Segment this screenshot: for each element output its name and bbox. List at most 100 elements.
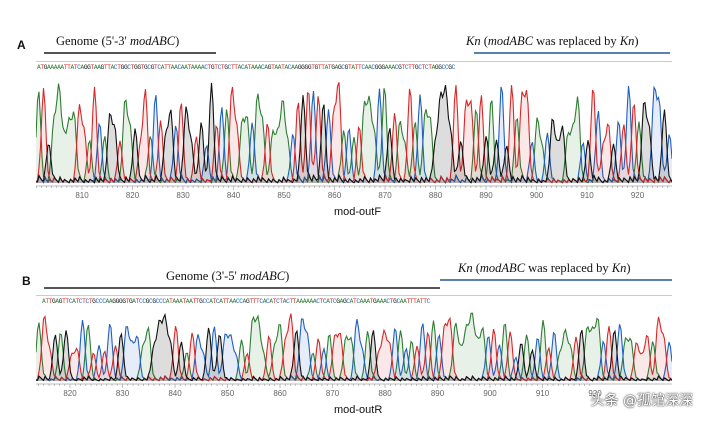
base-letter: T: [212, 298, 217, 305]
base-letter: G: [199, 298, 203, 305]
base-letter: T: [40, 64, 44, 71]
base-letter: T: [75, 298, 79, 305]
base-letter: A: [302, 298, 307, 305]
base-letter: T: [48, 298, 53, 305]
base-letter: A: [291, 64, 295, 71]
base-letter: A: [72, 298, 76, 305]
base-letter: C: [235, 298, 240, 305]
kn-header-gene: modABC: [487, 34, 534, 48]
base-letter: T: [369, 298, 374, 305]
base-letter: C: [127, 64, 131, 71]
axis-tick-label: 820: [126, 191, 140, 200]
axis-tick-label: 900: [483, 389, 497, 398]
base-letter: T: [220, 64, 225, 71]
base-letter: C: [444, 64, 449, 71]
base-letter: T: [401, 64, 405, 71]
base-letter: A: [299, 298, 303, 305]
axis-tick-label: 870: [378, 191, 392, 200]
base-letter: T: [103, 64, 108, 71]
base-letter: C: [204, 64, 208, 71]
base-letter: C: [98, 298, 103, 305]
base-letter: C: [78, 298, 83, 305]
base-letter: C: [424, 64, 429, 71]
base-letter: A: [108, 298, 113, 305]
genome-header: Genome (3'-5' modABC): [166, 269, 289, 284]
base-letter: T: [317, 64, 322, 71]
base-letter: C: [205, 298, 210, 305]
genome-header-text: Genome (5'-3': [56, 34, 130, 48]
base-letter: T: [135, 298, 140, 305]
base-letter: G: [393, 298, 397, 305]
base-letter: A: [282, 298, 287, 305]
base-letter: T: [125, 298, 130, 305]
base-letter: A: [324, 64, 329, 71]
base-letter: A: [209, 298, 213, 305]
base-letter: G: [122, 298, 126, 305]
base-letter: G: [83, 64, 88, 71]
base-letter: C: [95, 298, 100, 305]
base-letter: G: [224, 64, 228, 71]
watermark: 头条 @孤馆深深: [590, 393, 693, 409]
base-letter: A: [403, 298, 407, 305]
base-letter: A: [274, 64, 278, 71]
base-letter: A: [431, 64, 436, 71]
base-letter: G: [245, 298, 250, 305]
base-letter: A: [194, 64, 198, 71]
base-letter: G: [304, 64, 309, 71]
base-letter: T: [225, 298, 230, 305]
base-letter: A: [219, 298, 223, 305]
axis-tick-label: 850: [221, 389, 235, 398]
axis-tick-label: 880: [429, 191, 443, 200]
base-letter: A: [93, 64, 98, 71]
base-letter: G: [336, 298, 340, 305]
base-letter: C: [159, 298, 163, 305]
base-letter: G: [43, 64, 48, 71]
base-letter: T: [409, 298, 414, 305]
base-letter: A: [110, 64, 115, 71]
panel-b: B Genome (3'-5' modABC) Kn (modABC was r…: [0, 252, 705, 422]
base-letter: G: [297, 64, 302, 71]
axis-tick-label: 830: [176, 191, 190, 200]
base-letter: A: [185, 298, 190, 305]
base-letter: T: [319, 298, 324, 305]
base-letter: A: [296, 298, 300, 305]
base-letter: G: [414, 64, 419, 71]
base-letter: A: [132, 298, 136, 305]
base-letter: T: [45, 298, 49, 305]
genome-header-text: Genome (3'-5': [166, 269, 240, 283]
base-letter: G: [145, 298, 150, 305]
base-letter: T: [65, 298, 69, 305]
axis-tick-label: 920: [631, 191, 645, 200]
base-letter: T: [249, 298, 253, 305]
trace-fill-G: [36, 314, 672, 381]
base-letter: G: [112, 298, 116, 305]
kn-header-line: [474, 52, 670, 54]
trace-frame: [36, 61, 672, 62]
base-letter: A: [364, 64, 369, 71]
base-letter: T: [73, 64, 78, 71]
axis-tick-label: 840: [168, 389, 182, 398]
trace-line-T: [36, 82, 672, 184]
base-letter: G: [373, 298, 377, 305]
base-letter: T: [192, 298, 196, 305]
base-letter: A: [70, 64, 74, 71]
base-letter: A: [242, 298, 247, 305]
base-letter: C: [341, 64, 345, 71]
base-letter: C: [215, 298, 220, 305]
axis-tick-label: 910: [580, 191, 594, 200]
base-letter: G: [92, 298, 96, 305]
base-letter: G: [301, 64, 305, 71]
base-letter: A: [312, 298, 317, 305]
base-letter: T: [321, 64, 325, 71]
base-letter: G: [314, 64, 319, 71]
base-letter: G: [378, 64, 382, 71]
base-letter: C: [356, 298, 360, 305]
base-letter: A: [97, 64, 101, 71]
base-letter: C: [162, 298, 166, 305]
base-letter: G: [381, 64, 385, 71]
base-letter: T: [230, 64, 235, 71]
base-letter: C: [426, 298, 431, 305]
base-letter: G: [87, 64, 91, 71]
trace-fill-T: [36, 313, 672, 381]
primer-caption: mod-outR: [334, 404, 383, 416]
